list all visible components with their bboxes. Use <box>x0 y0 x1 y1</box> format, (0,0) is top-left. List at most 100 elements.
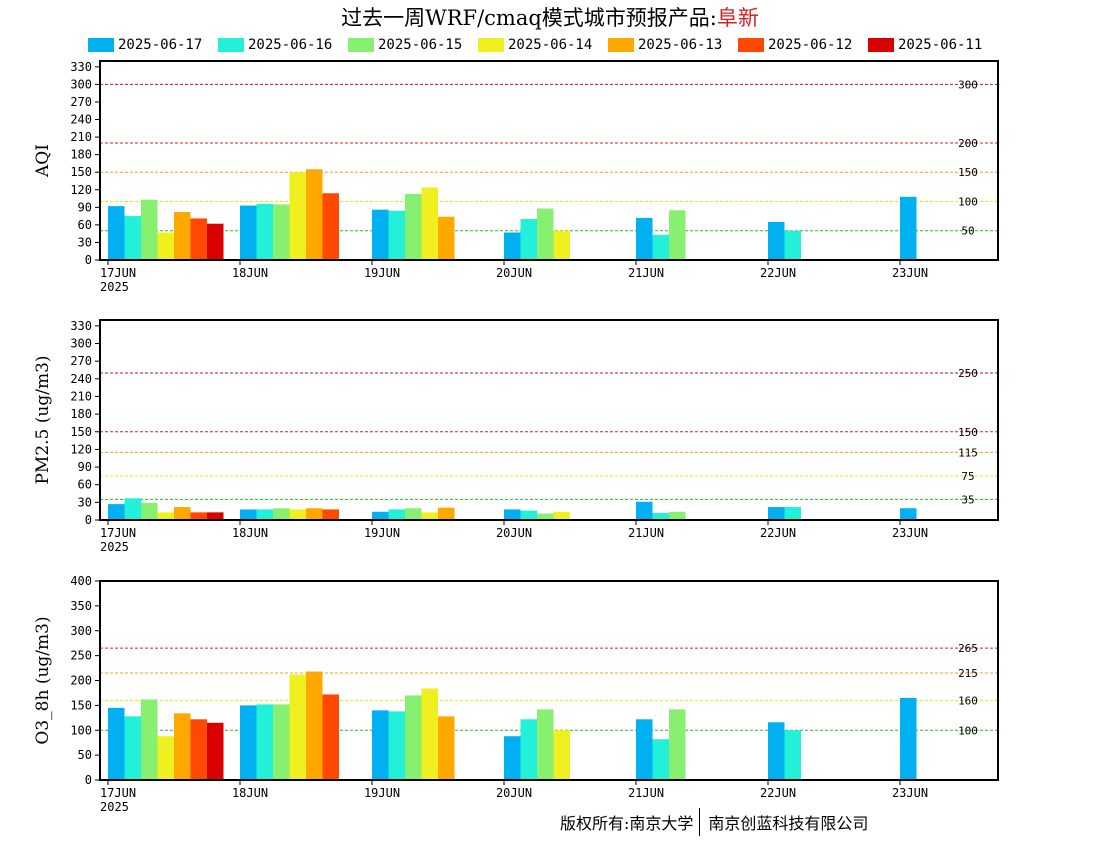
y-tick-label: 0 <box>85 773 92 787</box>
threshold-label: 300 <box>958 78 978 91</box>
y-tick-label: 400 <box>70 574 92 588</box>
y-tick-label: 30 <box>78 235 92 249</box>
bar <box>157 512 174 520</box>
bar <box>768 722 785 780</box>
x-tick-label: 17JUN <box>100 266 136 280</box>
y-tick-label: 240 <box>70 113 92 127</box>
bar <box>207 722 224 780</box>
legend-swatch <box>218 38 244 52</box>
bar <box>289 509 306 520</box>
bar <box>421 688 438 780</box>
bar <box>240 205 257 260</box>
x-tick-label: 20JUN <box>496 526 532 540</box>
bar <box>900 508 917 520</box>
threshold-label: 250 <box>958 367 978 380</box>
x-tick-label: 21JUN <box>628 266 664 280</box>
y-axis-label: O3_8h (ug/m3) <box>33 616 53 744</box>
bar <box>669 511 686 520</box>
x-tick-label: 17JUN <box>100 786 136 800</box>
threshold-label: 50 <box>961 225 974 238</box>
threshold-label: 100 <box>958 195 978 208</box>
legend-swatch <box>88 38 114 52</box>
bar <box>768 507 785 520</box>
bar <box>504 736 521 780</box>
x-tick-label: 18JUN <box>232 266 268 280</box>
bar <box>207 223 224 260</box>
x-tick-label: 18JUN <box>232 786 268 800</box>
bar <box>636 719 653 780</box>
bar <box>784 507 801 520</box>
x-tick-label: 19JUN <box>364 266 400 280</box>
bar <box>388 711 405 780</box>
y-tick-label: 150 <box>70 165 92 179</box>
plot-frame <box>99 60 999 261</box>
bar <box>273 508 290 520</box>
bar <box>438 716 455 780</box>
bar <box>372 710 389 780</box>
bar <box>141 699 158 780</box>
y-tick-label: 330 <box>70 60 92 74</box>
y-tick-label: 60 <box>78 218 92 232</box>
bar <box>240 705 257 780</box>
bar <box>669 709 686 780</box>
threshold-label: 200 <box>958 137 978 150</box>
title-city: 阜新 <box>716 6 759 30</box>
bar <box>174 212 191 260</box>
bar <box>306 671 323 780</box>
y-tick-label: 0 <box>85 513 92 527</box>
x-tick-label: 22JUN <box>760 266 796 280</box>
y-tick-label: 120 <box>70 442 92 456</box>
bar <box>784 230 801 260</box>
threshold-label: 160 <box>958 694 978 707</box>
bar <box>372 511 389 520</box>
bar <box>652 739 669 780</box>
bar <box>157 232 174 260</box>
y-tick-label: 90 <box>78 200 92 214</box>
x-tick-label: 22JUN <box>760 526 796 540</box>
y-tick-label: 180 <box>70 148 92 162</box>
bar <box>207 512 224 520</box>
bar <box>256 203 273 260</box>
bar <box>669 210 686 260</box>
bar <box>273 204 290 260</box>
y-axis-label: AQI <box>33 144 53 178</box>
threshold-label: 115 <box>958 446 978 459</box>
bar <box>240 509 257 520</box>
y-tick-label: 150 <box>70 698 92 712</box>
threshold-label: 75 <box>961 470 974 483</box>
bar <box>141 199 158 260</box>
credit-left: 版权所有:南京大学 <box>560 814 694 833</box>
bar <box>174 507 191 520</box>
legend-swatch <box>608 38 634 52</box>
title-prefix: 过去一周WRF/cmaq模式城市预报产品: <box>341 6 717 30</box>
bar <box>256 704 273 780</box>
x-tick-label: 23JUN <box>892 526 928 540</box>
y-tick-label: 330 <box>70 319 92 333</box>
bar <box>553 230 570 260</box>
bar <box>537 709 554 780</box>
bar <box>322 694 339 780</box>
bar <box>157 736 174 780</box>
bar <box>784 730 801 780</box>
threshold-label: 150 <box>958 426 978 439</box>
x-year-label: 2025 <box>100 280 129 294</box>
x-tick-label: 20JUN <box>496 266 532 280</box>
y-tick-label: 300 <box>70 77 92 91</box>
legend-label: 2025-06-15 <box>378 37 463 53</box>
bar <box>273 704 290 780</box>
y-tick-label: 0 <box>85 253 92 267</box>
bar <box>190 512 207 520</box>
bar <box>124 498 141 520</box>
bar <box>636 501 653 520</box>
legend-label: 2025-06-16 <box>248 37 333 53</box>
bar <box>190 218 207 260</box>
copyright-credit: 版权所有:南京大学 南京创蓝科技有限公司 <box>560 808 868 838</box>
bar <box>256 509 273 520</box>
bar <box>306 169 323 260</box>
bar <box>388 210 405 260</box>
legend-label: 2025-06-11 <box>898 37 983 53</box>
bar <box>322 509 339 520</box>
y-axis-label: PM2.5 (ug/m3) <box>33 355 53 484</box>
bar <box>289 674 306 780</box>
threshold-label: 150 <box>958 166 978 179</box>
